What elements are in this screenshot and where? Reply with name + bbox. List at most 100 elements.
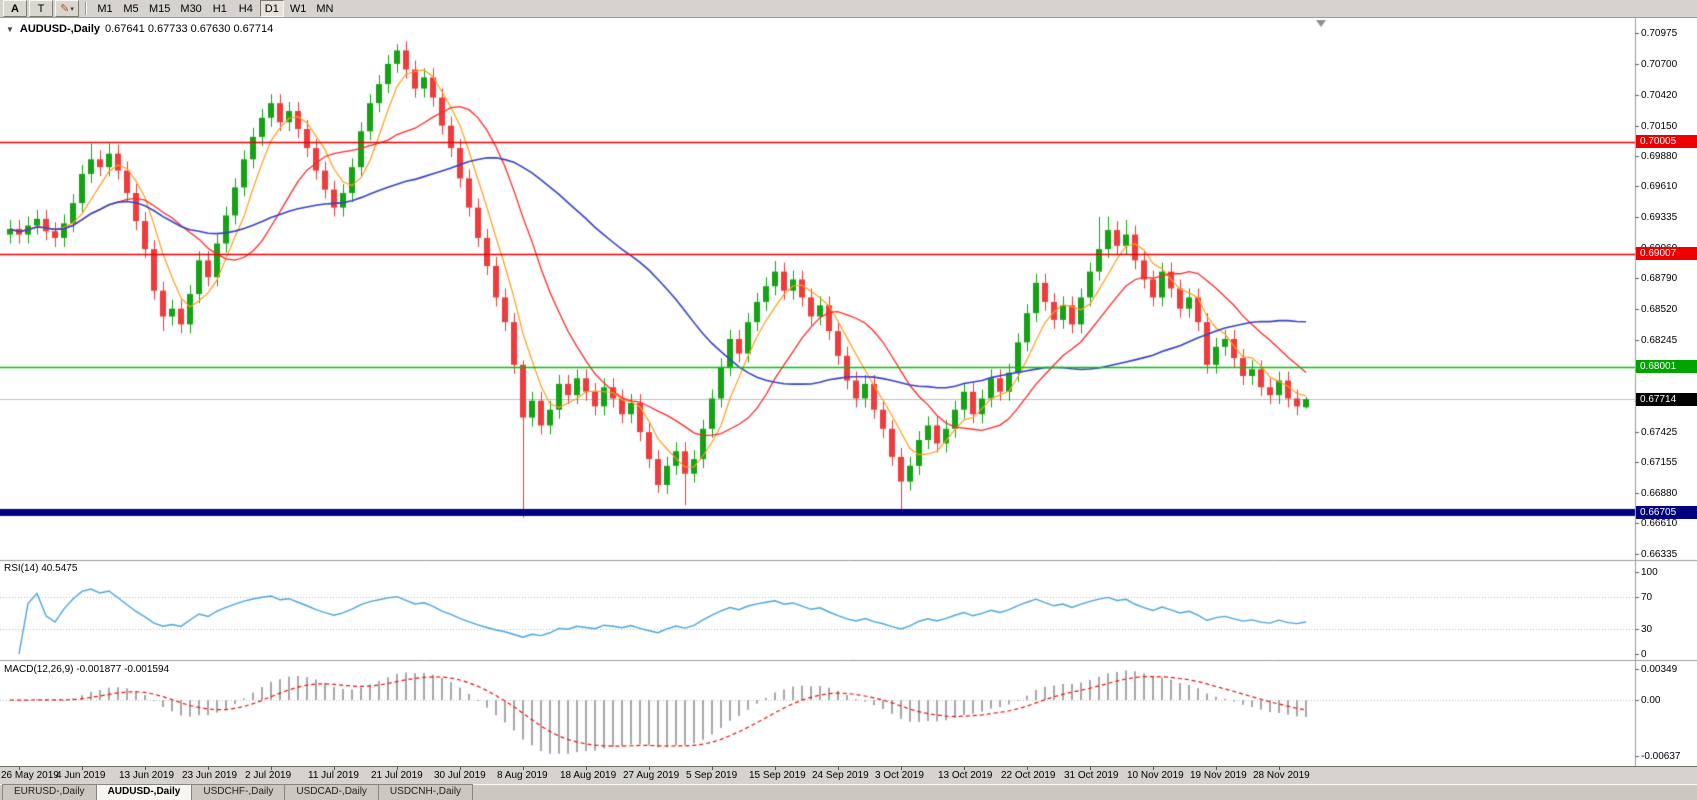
time-axis-label: 23 Jun 2019 — [182, 770, 238, 781]
time-axis-label: 27 Aug 2019 — [623, 770, 680, 781]
time-axis-tick — [649, 767, 650, 770]
toolbar-separator — [85, 2, 87, 15]
time-axis-label: 21 Jul 2019 — [371, 770, 423, 781]
time-axis-tick — [145, 767, 146, 770]
tab-audusd[interactable]: AUDUSD-,Daily — [95, 784, 193, 800]
tab-usdcnh[interactable]: USDCNH-,Daily — [377, 784, 474, 800]
time-axis-tick — [334, 767, 335, 770]
chart-ohlc-quote: 0.67641 0.67733 0.67630 0.67714 — [105, 23, 274, 35]
current-price-label: 0.67714 — [1636, 392, 1697, 406]
macd-tick-label: 0.00 — [1641, 695, 1661, 706]
time-axis-label: 18 Aug 2019 — [560, 770, 617, 781]
time-axis-tick — [82, 767, 83, 770]
timeframe-button-W1[interactable]: W1 — [285, 0, 311, 17]
tab-usdcad[interactable]: USDCAD-,Daily — [284, 784, 379, 800]
time-axis-tick — [901, 767, 902, 770]
price-tick-label: 0.67155 — [1641, 456, 1678, 468]
time-axis-tick — [1216, 767, 1217, 770]
time-axis-label: 22 Oct 2019 — [1001, 770, 1056, 781]
timeframe-button-M30[interactable]: M30 — [176, 0, 206, 17]
time-axis-label: 8 Aug 2019 — [497, 770, 548, 781]
time-axis-label: 13 Oct 2019 — [938, 770, 993, 781]
price-tick-label: 0.67425 — [1641, 426, 1678, 438]
top-toolbar: A T ✎ ▾ M1 M5 M15 M30 H1 H4 D1 W1 MN — [0, 0, 1697, 18]
time-axis-tick — [208, 767, 209, 770]
hline-price-label-0: 0.70005 — [1636, 135, 1697, 149]
price-tick-label: 0.70700 — [1641, 58, 1678, 70]
price-tick-label: 0.69335 — [1641, 212, 1678, 224]
price-tick-label: 0.66880 — [1641, 487, 1678, 499]
timeframe-button-MN[interactable]: MN — [312, 0, 338, 17]
time-axis-tick — [271, 767, 272, 770]
time-axis-tick — [523, 767, 524, 770]
hline-price-label-3: 0.66705 — [1636, 505, 1697, 519]
time-axis-label: 15 Sep 2019 — [749, 770, 806, 781]
rsi-tick-label: 100 — [1641, 567, 1658, 578]
timeframe-button-M15[interactable]: M15 — [145, 0, 175, 17]
timeframe-button-H1[interactable]: H1 — [207, 0, 232, 17]
macd-tick-label: 0.00349 — [1641, 664, 1678, 676]
price-tick-label: 0.66335 — [1641, 549, 1678, 560]
macd-tick-label: -0.00637 — [1641, 751, 1681, 763]
price-tick-label: 0.66610 — [1641, 518, 1678, 530]
time-axis-label: 5 Sep 2019 — [686, 770, 738, 781]
time-axis-label: 2 Jul 2019 — [245, 770, 292, 781]
time-axis-label: 31 Oct 2019 — [1064, 770, 1119, 781]
price-tick-label: 0.70420 — [1641, 90, 1678, 102]
rsi-tick-label: 0 — [1641, 649, 1647, 660]
time-axis-label: 30 Jul 2019 — [434, 770, 486, 781]
dropdown-arrow-icon: ▾ — [70, 5, 74, 13]
time-axis-label: 13 Jun 2019 — [119, 770, 175, 781]
price-tick-label: 0.68245 — [1641, 334, 1678, 346]
toolbar-button-A[interactable]: A — [3, 0, 27, 17]
time-axis-tick — [1153, 767, 1154, 770]
one-click-trading-toggle[interactable]: ▼ — [6, 24, 14, 34]
chart-symbol-period: AUDUSD-,Daily — [19, 23, 100, 35]
time-axis[interactable]: 26 May 2019 4 Jun 2019 13 Jun 2019 23 Jun 2… — [0, 766, 1697, 784]
price-tick-label: 0.70975 — [1641, 28, 1678, 39]
time-axis-label: 28 Nov 2019 — [1253, 770, 1310, 781]
chart-title: ▼ AUDUSD-,Daily 0.67641 0.67733 0.67630 … — [6, 23, 273, 35]
tab-eurusd[interactable]: EURUSD-,Daily — [2, 784, 97, 800]
time-axis-label: 10 Nov 2019 — [1127, 770, 1184, 781]
rsi-tick-label: 70 — [1641, 591, 1653, 603]
draw-tool-button[interactable]: ✎ ▾ — [55, 0, 79, 17]
price-tick-label: 0.69880 — [1641, 150, 1678, 162]
time-axis-label: 19 Nov 2019 — [1190, 770, 1247, 781]
time-axis-label: 26 May 2019 — [1, 770, 59, 781]
time-axis-tick — [712, 767, 713, 770]
time-axis-tick — [460, 767, 461, 770]
time-axis-label: 11 Jul 2019 — [308, 770, 359, 781]
price-tick-label: 0.69610 — [1641, 181, 1678, 193]
timeframe-button-M1[interactable]: M1 — [93, 0, 117, 17]
rsi-indicator-label: RSI(14) 40.5475 — [4, 563, 78, 574]
time-axis-label: 3 Oct 2019 — [875, 770, 924, 781]
time-axis-label: 24 Sep 2019 — [812, 770, 869, 781]
rsi-tick-label: 30 — [1641, 624, 1653, 636]
time-axis-tick — [1090, 767, 1091, 770]
time-axis-tick — [586, 767, 587, 770]
time-axis-tick — [838, 767, 839, 770]
macd-indicator-label: MACD(12,26,9) -0.001877 -0.001594 — [4, 664, 170, 675]
hline-price-label-2: 0.68001 — [1636, 360, 1697, 374]
time-axis-tick — [775, 767, 776, 770]
timeframe-button-H4[interactable]: H4 — [233, 0, 258, 17]
time-axis-tick — [1027, 767, 1028, 770]
hline-price-label-1: 0.69007 — [1636, 247, 1697, 261]
time-axis-tick — [397, 767, 398, 770]
toolbar-button-T[interactable]: T — [29, 0, 53, 17]
tab-usdchf[interactable]: USDCHF-,Daily — [191, 784, 286, 800]
timeframe-button-D1[interactable]: D1 — [259, 0, 284, 17]
time-axis-label: 4 Jun 2019 — [56, 770, 106, 781]
pencil-icon: ✎ — [60, 3, 70, 15]
price-tick-label: 0.70150 — [1641, 120, 1678, 132]
time-axis-tick — [964, 767, 965, 770]
price-tick-label: 0.68520 — [1641, 303, 1678, 315]
price-tick-label: 0.68790 — [1641, 273, 1678, 285]
chart-tabs-bar: EURUSD-,Daily AUDUSD-,Daily USDCHF-,Daily U… — [0, 784, 1697, 800]
time-axis-tick — [1279, 767, 1280, 770]
timeframe-button-M5[interactable]: M5 — [119, 0, 143, 17]
time-axis-tick — [19, 767, 20, 770]
